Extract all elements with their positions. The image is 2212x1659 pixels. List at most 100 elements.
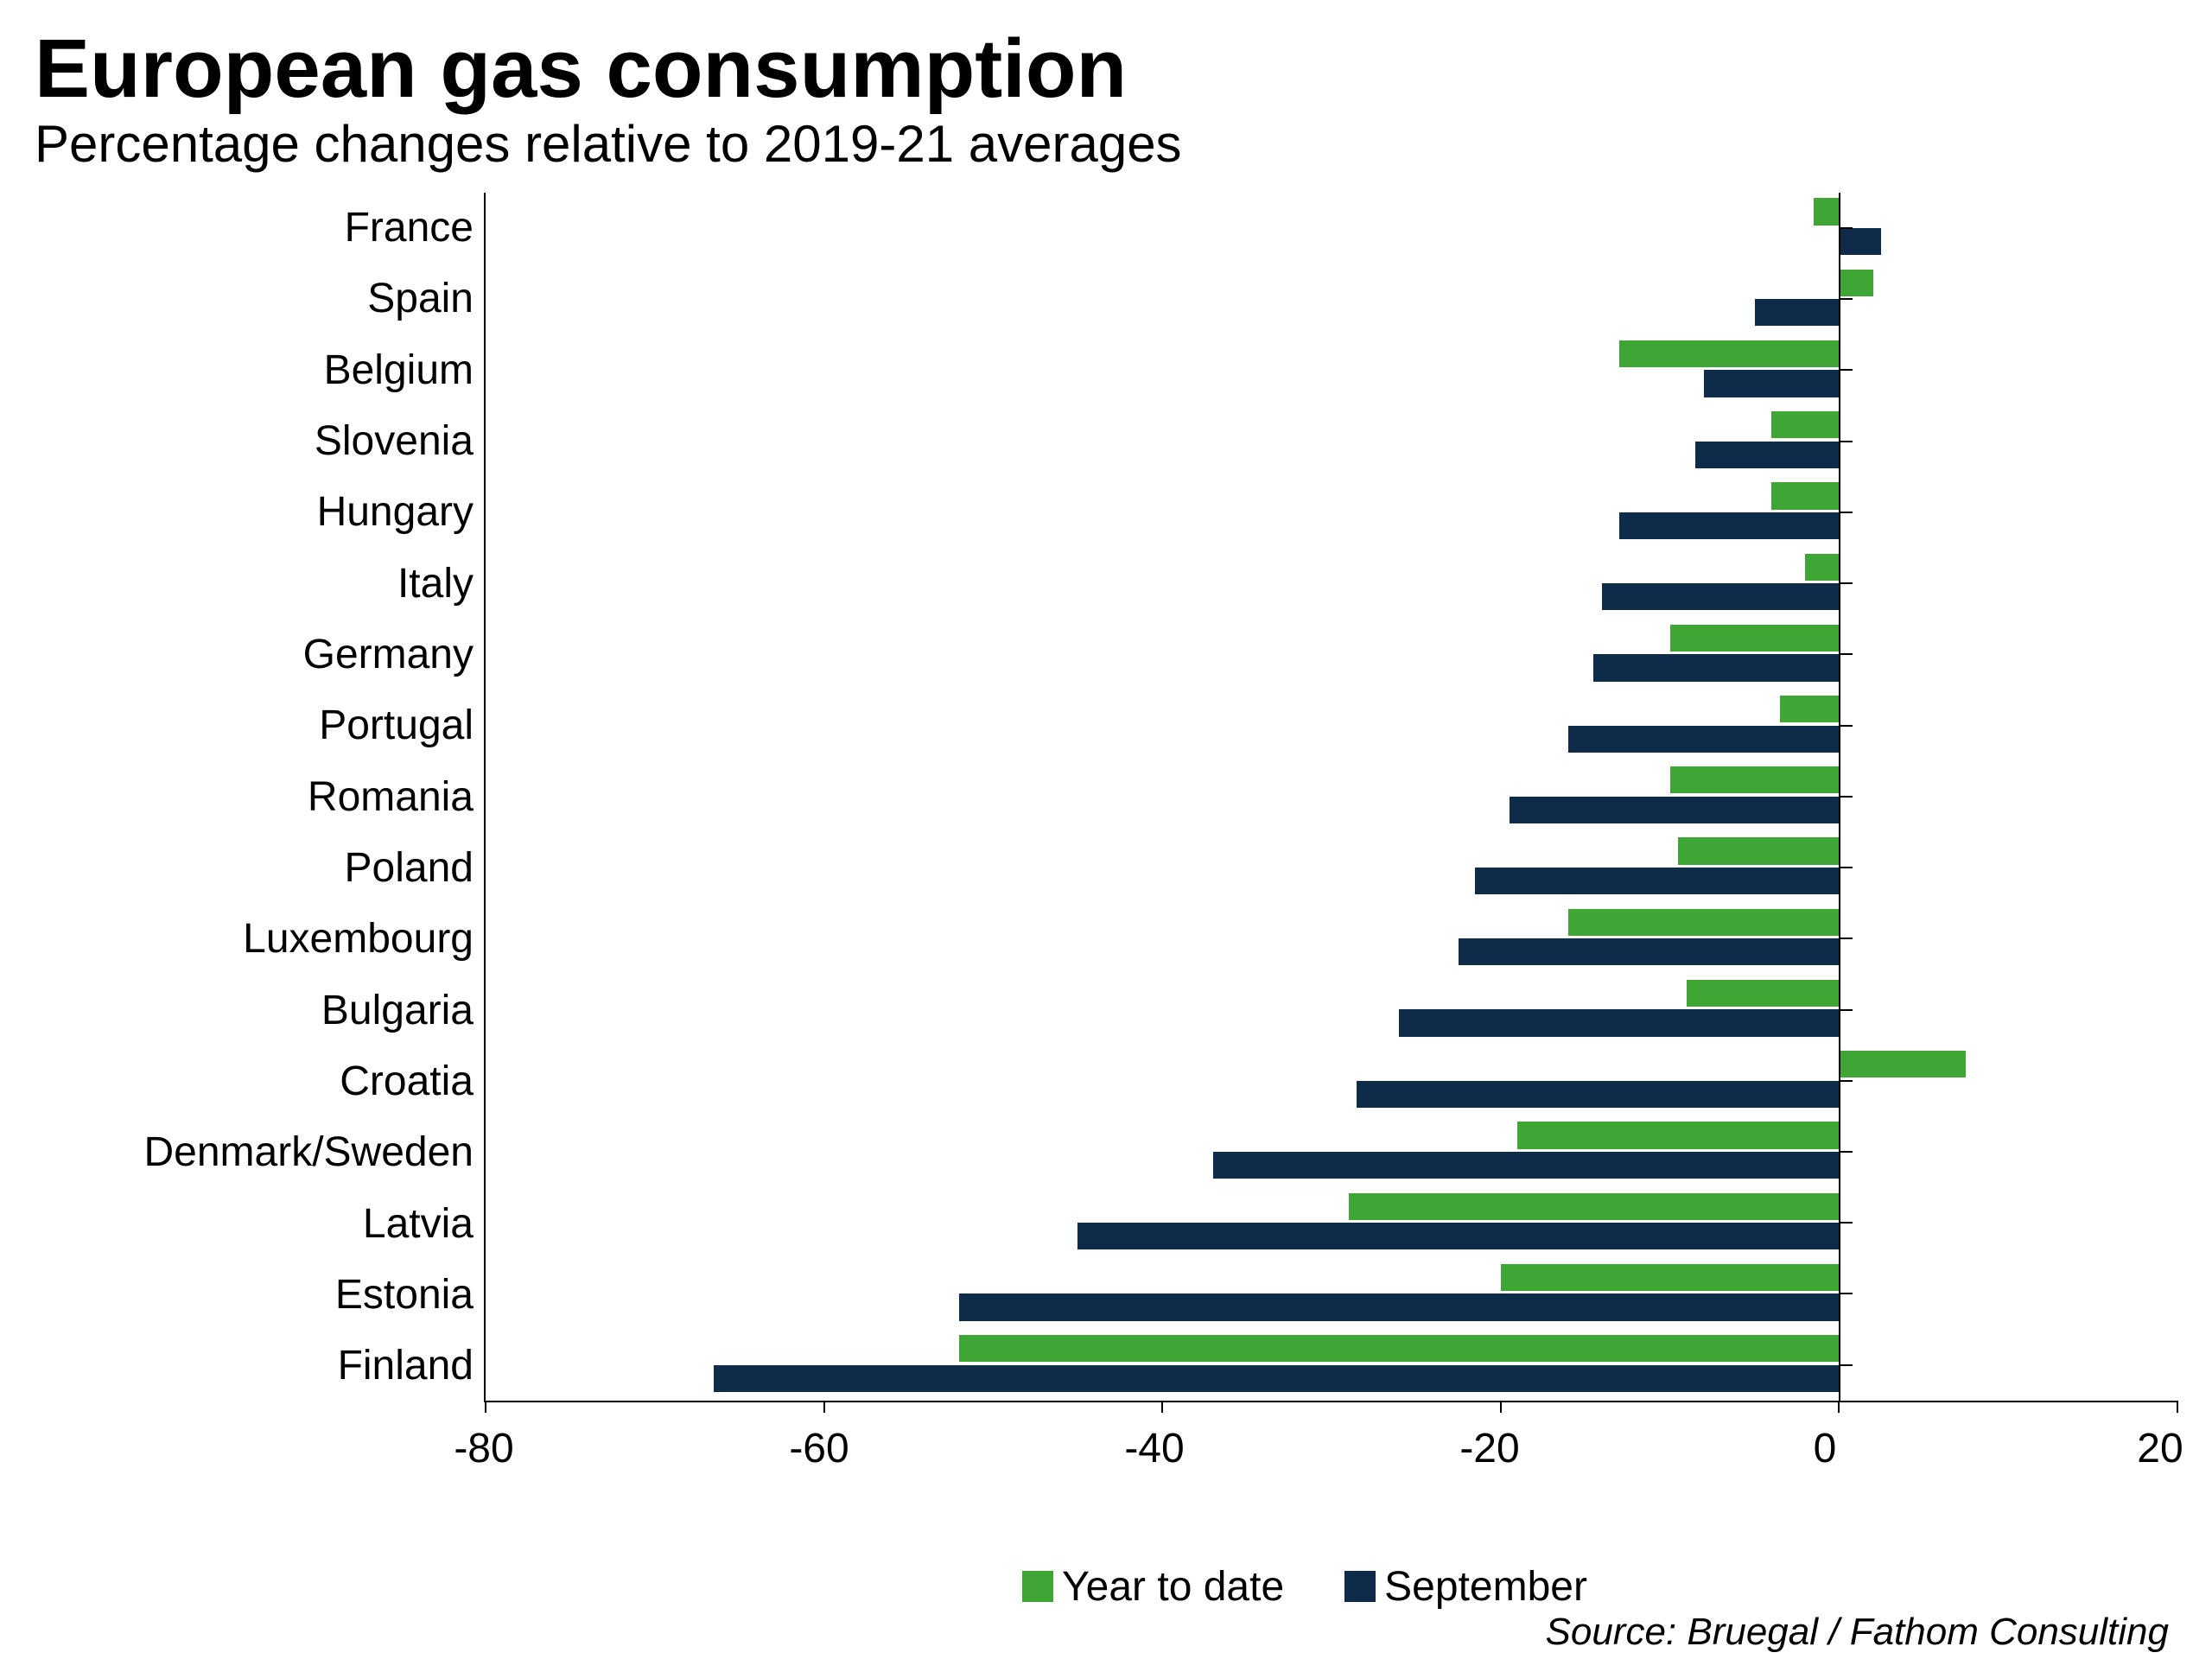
bars-layer	[486, 193, 2177, 1401]
bar-ytd	[1678, 837, 1839, 864]
bar-group	[486, 903, 2177, 974]
bar-sep	[1475, 868, 1839, 894]
bar-group	[486, 832, 2177, 903]
bar-group	[486, 548, 2177, 619]
x-tick-label: -60	[789, 1425, 849, 1472]
bar-group	[486, 1258, 2177, 1329]
x-tick-label: -80	[454, 1425, 513, 1472]
bar-ytd	[1814, 198, 1839, 225]
y-axis-category-label: Bulgaria	[52, 990, 474, 1032]
chart-container: European gas consumption Percentage chan…	[0, 0, 2212, 1659]
legend-label: September	[1384, 1563, 1587, 1611]
chart-area: France Spain Belgium Slovenia Hungary Italy Ge…	[52, 193, 2177, 1485]
bar-group	[486, 974, 2177, 1045]
bar-sep	[959, 1294, 1839, 1320]
bar-group	[486, 690, 2177, 760]
y-tick-mark	[1840, 1009, 1853, 1011]
bar-ytd	[1771, 482, 1839, 509]
bar-ytd	[1670, 625, 1840, 652]
bar-group	[486, 334, 2177, 405]
x-axis-spacer	[52, 1402, 484, 1485]
y-axis-category-label: Germany	[52, 634, 474, 676]
x-axis-labels: -80-60-40-20020	[484, 1425, 2160, 1485]
x-tick-mark	[485, 1401, 486, 1413]
y-axis-category-label: Finland	[52, 1345, 474, 1387]
y-tick-mark	[1840, 1222, 1853, 1224]
chart-subtitle: Percentage changes relative to 2019-21 a…	[35, 113, 2177, 175]
legend-label: Year to date	[1062, 1563, 1284, 1611]
x-tick-mark	[823, 1401, 825, 1413]
x-tick-label: 0	[1814, 1425, 1837, 1472]
bar-ytd	[959, 1335, 1839, 1362]
bar-sep	[1568, 726, 1839, 753]
y-axis-category-label: Spain	[52, 278, 474, 320]
x-tick-label: -40	[1124, 1425, 1184, 1472]
y-axis-category-label: Latvia	[52, 1204, 474, 1245]
bar-ytd	[1670, 766, 1840, 793]
bar-ytd	[1839, 270, 1872, 296]
bar-ytd	[1805, 554, 1839, 581]
y-axis-category-label: France	[52, 207, 474, 249]
bar-sep	[1510, 797, 1840, 823]
x-tick-label: -20	[1459, 1425, 1519, 1472]
bar-sep	[1399, 1009, 1839, 1036]
bar-group	[486, 619, 2177, 690]
x-tick-label: 20	[2137, 1425, 2183, 1472]
x-tick-mark	[1838, 1401, 1840, 1413]
y-tick-mark	[1840, 227, 1853, 229]
y-tick-mark	[1840, 369, 1853, 371]
bar-group	[486, 1046, 2177, 1116]
y-axis-category-label: Romania	[52, 777, 474, 818]
bar-sep	[1213, 1152, 1839, 1179]
bar-ytd	[1501, 1264, 1840, 1291]
bar-group	[486, 1330, 2177, 1401]
y-tick-mark	[1840, 512, 1853, 513]
y-axis-category-label: Slovenia	[52, 421, 474, 462]
y-tick-mark	[1840, 1364, 1853, 1366]
bar-ytd	[1568, 909, 1839, 936]
legend-item: Year to date	[1022, 1563, 1284, 1611]
bar-ytd	[1349, 1193, 1840, 1220]
bar-sep	[1839, 228, 1881, 255]
y-axis-category-label: Belgium	[52, 350, 474, 391]
y-tick-mark	[1840, 1080, 1853, 1082]
bar-sep	[1459, 938, 1840, 965]
y-tick-mark	[1840, 867, 1853, 868]
bar-group	[486, 193, 2177, 264]
bar-ytd	[1619, 340, 1840, 367]
y-axis-category-label: Italy	[52, 563, 474, 605]
y-tick-mark	[1840, 725, 1853, 727]
y-axis-category-label: Hungary	[52, 492, 474, 533]
bar-sep	[1755, 299, 1840, 326]
bar-ytd	[1771, 411, 1839, 438]
y-axis-category-label: Denmark/Sweden	[52, 1132, 474, 1173]
chart-title: European gas consumption	[35, 26, 2177, 113]
bar-group	[486, 1116, 2177, 1187]
x-tick-mark	[1161, 1401, 1163, 1413]
bar-sep	[1704, 370, 1840, 397]
bar-sep	[714, 1365, 1839, 1392]
y-axis-category-label: Estonia	[52, 1274, 474, 1316]
y-tick-mark	[1840, 938, 1853, 939]
legend-swatch	[1344, 1571, 1376, 1602]
bar-group	[486, 264, 2177, 334]
y-tick-mark	[1840, 582, 1853, 584]
bar-sep	[1619, 512, 1840, 539]
bar-sep	[1593, 654, 1839, 681]
legend: Year to date September	[467, 1563, 2143, 1611]
plot-area	[484, 193, 2177, 1402]
bar-sep	[1602, 583, 1839, 610]
y-axis-labels: France Spain Belgium Slovenia Hungary Italy Ge…	[52, 193, 484, 1402]
bar-sep	[1357, 1081, 1839, 1108]
y-axis-category-label: Croatia	[52, 1061, 474, 1103]
bar-group	[486, 406, 2177, 477]
x-tick-mark	[2177, 1401, 2178, 1413]
bar-sep	[1077, 1223, 1839, 1249]
bar-group	[486, 1187, 2177, 1258]
legend-item: September	[1344, 1563, 1587, 1611]
bar-ytd	[1517, 1122, 1839, 1148]
y-axis-category-label: Poland	[52, 848, 474, 889]
legend-swatch	[1022, 1571, 1053, 1602]
bar-group	[486, 477, 2177, 548]
bar-ytd	[1687, 980, 1839, 1007]
